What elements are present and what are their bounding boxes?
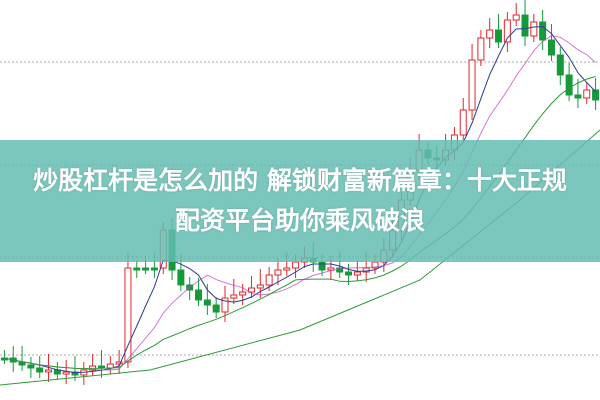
candle-body (97, 365, 105, 369)
candle-body (115, 361, 123, 365)
candle-body (459, 109, 467, 136)
ma-line-mid (4, 35, 596, 371)
title-line-2: 配资平台助你乘风破浪 (174, 206, 425, 235)
candle-body (195, 289, 203, 301)
candle-body (468, 59, 476, 111)
candle-body (230, 294, 238, 299)
candle-body (539, 21, 547, 41)
candle-body (592, 89, 600, 101)
candle-body (371, 261, 379, 269)
candle-body (495, 29, 503, 43)
candle-body (556, 54, 564, 76)
candle-body (318, 261, 326, 271)
candle-body (292, 261, 300, 269)
candle-body (486, 29, 494, 39)
candle-body (142, 267, 150, 271)
candle-body (27, 364, 35, 369)
candle-body (521, 14, 529, 37)
candle-body (345, 271, 353, 276)
candle-body (547, 39, 555, 56)
candle-body (327, 267, 335, 271)
candle-body (71, 371, 79, 376)
candle-body (212, 304, 220, 313)
candle-body (353, 271, 361, 276)
title-line-1: 炒股杠杆是怎么加的 解锁财富新篇章：十大正规 (33, 166, 567, 195)
candle-body (265, 274, 273, 286)
candle-body (503, 19, 511, 43)
candle-body (239, 291, 247, 296)
candle-body (177, 269, 185, 286)
candle-body (274, 269, 282, 276)
candle-body (574, 94, 582, 99)
candle-body (150, 267, 158, 271)
candle-body (124, 267, 132, 363)
title-banner: 炒股杠杆是怎么加的 解锁财富新篇章：十大正规 配资平台助你乘风破浪 (0, 140, 600, 262)
candle-body (221, 297, 229, 313)
candle-body (45, 369, 53, 373)
candle-body (530, 21, 538, 37)
candle-body (203, 299, 211, 306)
candle-body (36, 367, 44, 373)
candle-body (283, 267, 291, 271)
candle-body (247, 287, 255, 293)
candle-body (106, 363, 114, 369)
candle-body (133, 267, 141, 271)
candle-body (477, 37, 485, 61)
candle-body (512, 14, 520, 21)
candle-body (565, 74, 573, 96)
candle-body (62, 371, 70, 375)
candle-body (583, 89, 591, 99)
candle-body (256, 284, 264, 289)
